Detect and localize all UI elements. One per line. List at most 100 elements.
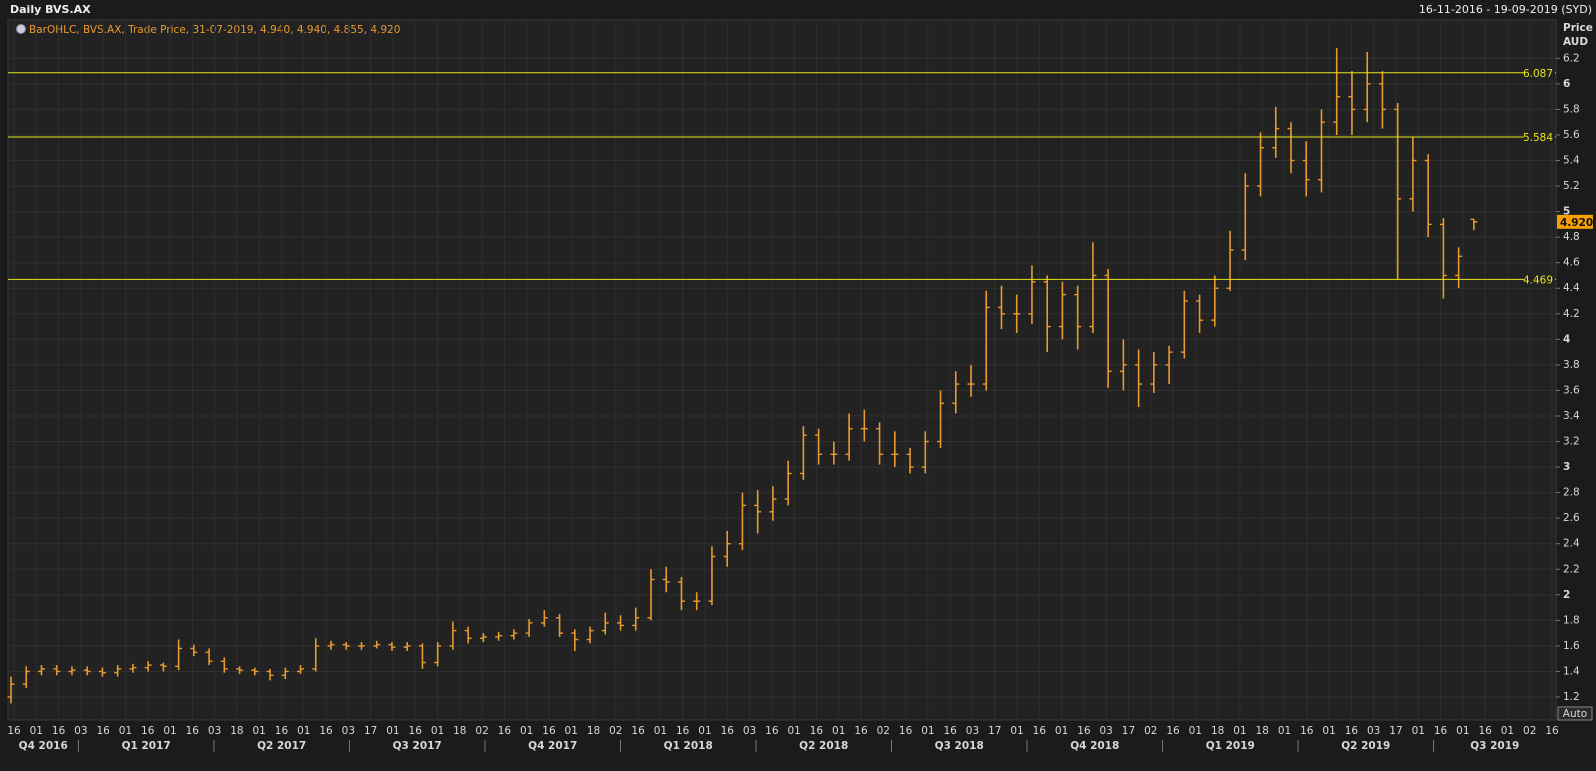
x-tick-label: 18 [1211,725,1224,737]
x-tick-label: 01 [520,725,533,737]
quarter-label: Q4 2016 [19,740,68,752]
legend-icon [16,24,26,34]
level-label-bg [1524,272,1555,287]
level-label-bg [1524,130,1555,145]
level-label: 6.087 [1523,68,1553,80]
y-tick-label: 4.2 [1563,308,1580,320]
x-tick-label: 16 [1545,725,1559,737]
x-tick-label: 01 [1501,725,1514,737]
x-tick-label: 03 [1367,725,1380,737]
x-tick-label: 18 [1256,725,1269,737]
x-tick-label: 16 [7,725,21,737]
x-tick-label: 16 [899,725,913,737]
quarter-label: Q2 2017 [257,740,306,752]
x-tick-label: 16 [275,725,289,737]
y-tick-label: 4.4 [1563,282,1580,294]
quarter-label: Q2 2018 [799,740,848,752]
x-tick-label: 01 [30,725,43,737]
quarter-label: Q2 2019 [1341,740,1390,752]
y-tick-label: 6 [1563,78,1570,90]
x-tick-label: 17 [364,725,377,737]
x-tick-label: 17 [1389,725,1402,737]
quarter-label: Q3 2018 [935,740,984,752]
x-tick-label: 16 [1033,725,1047,737]
quarter-label: Q1 2017 [122,740,171,752]
x-tick-label: 03 [966,725,979,737]
y-tick-label: 1.8 [1563,614,1580,626]
level-label: 4.469 [1523,274,1553,286]
x-tick-label: 01 [1010,725,1023,737]
auto-button[interactable]: Auto [1557,706,1593,721]
x-tick-label: 17 [1122,725,1135,737]
x-tick-label: 16 [1166,725,1180,737]
quarter-label: Q1 2018 [664,740,713,752]
x-tick-label: 01 [832,725,845,737]
quarter-label: Q3 2019 [1470,740,1519,752]
y-tick-label: 1.2 [1563,691,1580,703]
x-tick-label: 16 [141,725,155,737]
y-tick-label: 3.4 [1563,410,1580,422]
level-label-bg [1524,65,1555,80]
y-tick-label: 6.2 [1563,52,1580,64]
level-label: 5.584 [1523,132,1553,144]
x-tick-label: 01 [698,725,711,737]
x-tick-label: 16 [854,725,868,737]
x-tick-label: 18 [587,725,600,737]
x-tick-label: 16 [765,725,779,737]
y-axis-label: Price [1563,22,1593,34]
chart-title: Daily BVS.AX [10,3,91,16]
x-tick-label: 01 [1456,725,1469,737]
x-tick-label: 01 [1055,725,1068,737]
x-tick-label: 16 [721,725,735,737]
x-tick-label: 16 [96,725,110,737]
x-tick-label: 03 [74,725,87,737]
x-tick-label: 16 [186,725,200,737]
x-tick-label: 16 [498,725,512,737]
last-price-tag [1557,214,1593,229]
y-tick-label: 2.2 [1563,563,1580,575]
quarter-label: Q4 2018 [1070,740,1119,752]
y-tick-label: 5.6 [1563,129,1580,141]
quarter-label: Q1 2019 [1206,740,1255,752]
x-tick-label: 02 [475,725,488,737]
x-tick-label: 01 [119,725,132,737]
x-tick-label: 02 [1523,725,1536,737]
x-tick-label: 01 [565,725,578,737]
y-tick-label: 4.6 [1563,257,1580,269]
y-tick-label: 2.8 [1563,487,1580,499]
overlay: 6.087 5.584 4.469 [8,65,1556,287]
date-range: 16-11-2016 - 19-09-2019 (SYD) [1419,3,1592,16]
y-tick-label: 5.4 [1563,155,1580,167]
y-tick-label: 5.2 [1563,180,1580,192]
x-tick-label: 01 [163,725,176,737]
x-tick-label: 16 [409,725,423,737]
y-tick-label: 4 [1563,333,1570,345]
x-tick-label: 16 [52,725,66,737]
x-tick-label: 03 [743,725,756,737]
auto-button-frame[interactable] [1557,706,1593,721]
x-tick-label: 16 [810,725,824,737]
y-tick-label: 5.8 [1563,103,1580,115]
y-tick-label: 3.8 [1563,359,1580,371]
bars [7,48,1478,704]
x-tick-label: 01 [431,725,444,737]
x-tick-label: 01 [1322,725,1335,737]
auto-button-label[interactable]: Auto [1563,708,1587,720]
x-tick-label: 17 [988,725,1001,737]
x-tick-label: 03 [342,725,355,737]
x-tick-label: 01 [1412,725,1425,737]
y-tick-label: 1.6 [1563,640,1580,652]
x-tick-label: 16 [1077,725,1091,737]
x-tick-label: 01 [386,725,399,737]
x-tick-label: 18 [230,725,243,737]
x-tick-label: 03 [208,725,221,737]
x-tick-label: 01 [1278,725,1291,737]
quarter-label: Q3 2017 [393,740,442,752]
x-tick-label: 01 [921,725,934,737]
x-tick-label: 16 [1300,725,1314,737]
x-tick-label: 01 [1189,725,1202,737]
x-tick-label: 01 [297,725,310,737]
x-tick-label: 16 [542,725,556,737]
x-tick-label: 16 [943,725,957,737]
